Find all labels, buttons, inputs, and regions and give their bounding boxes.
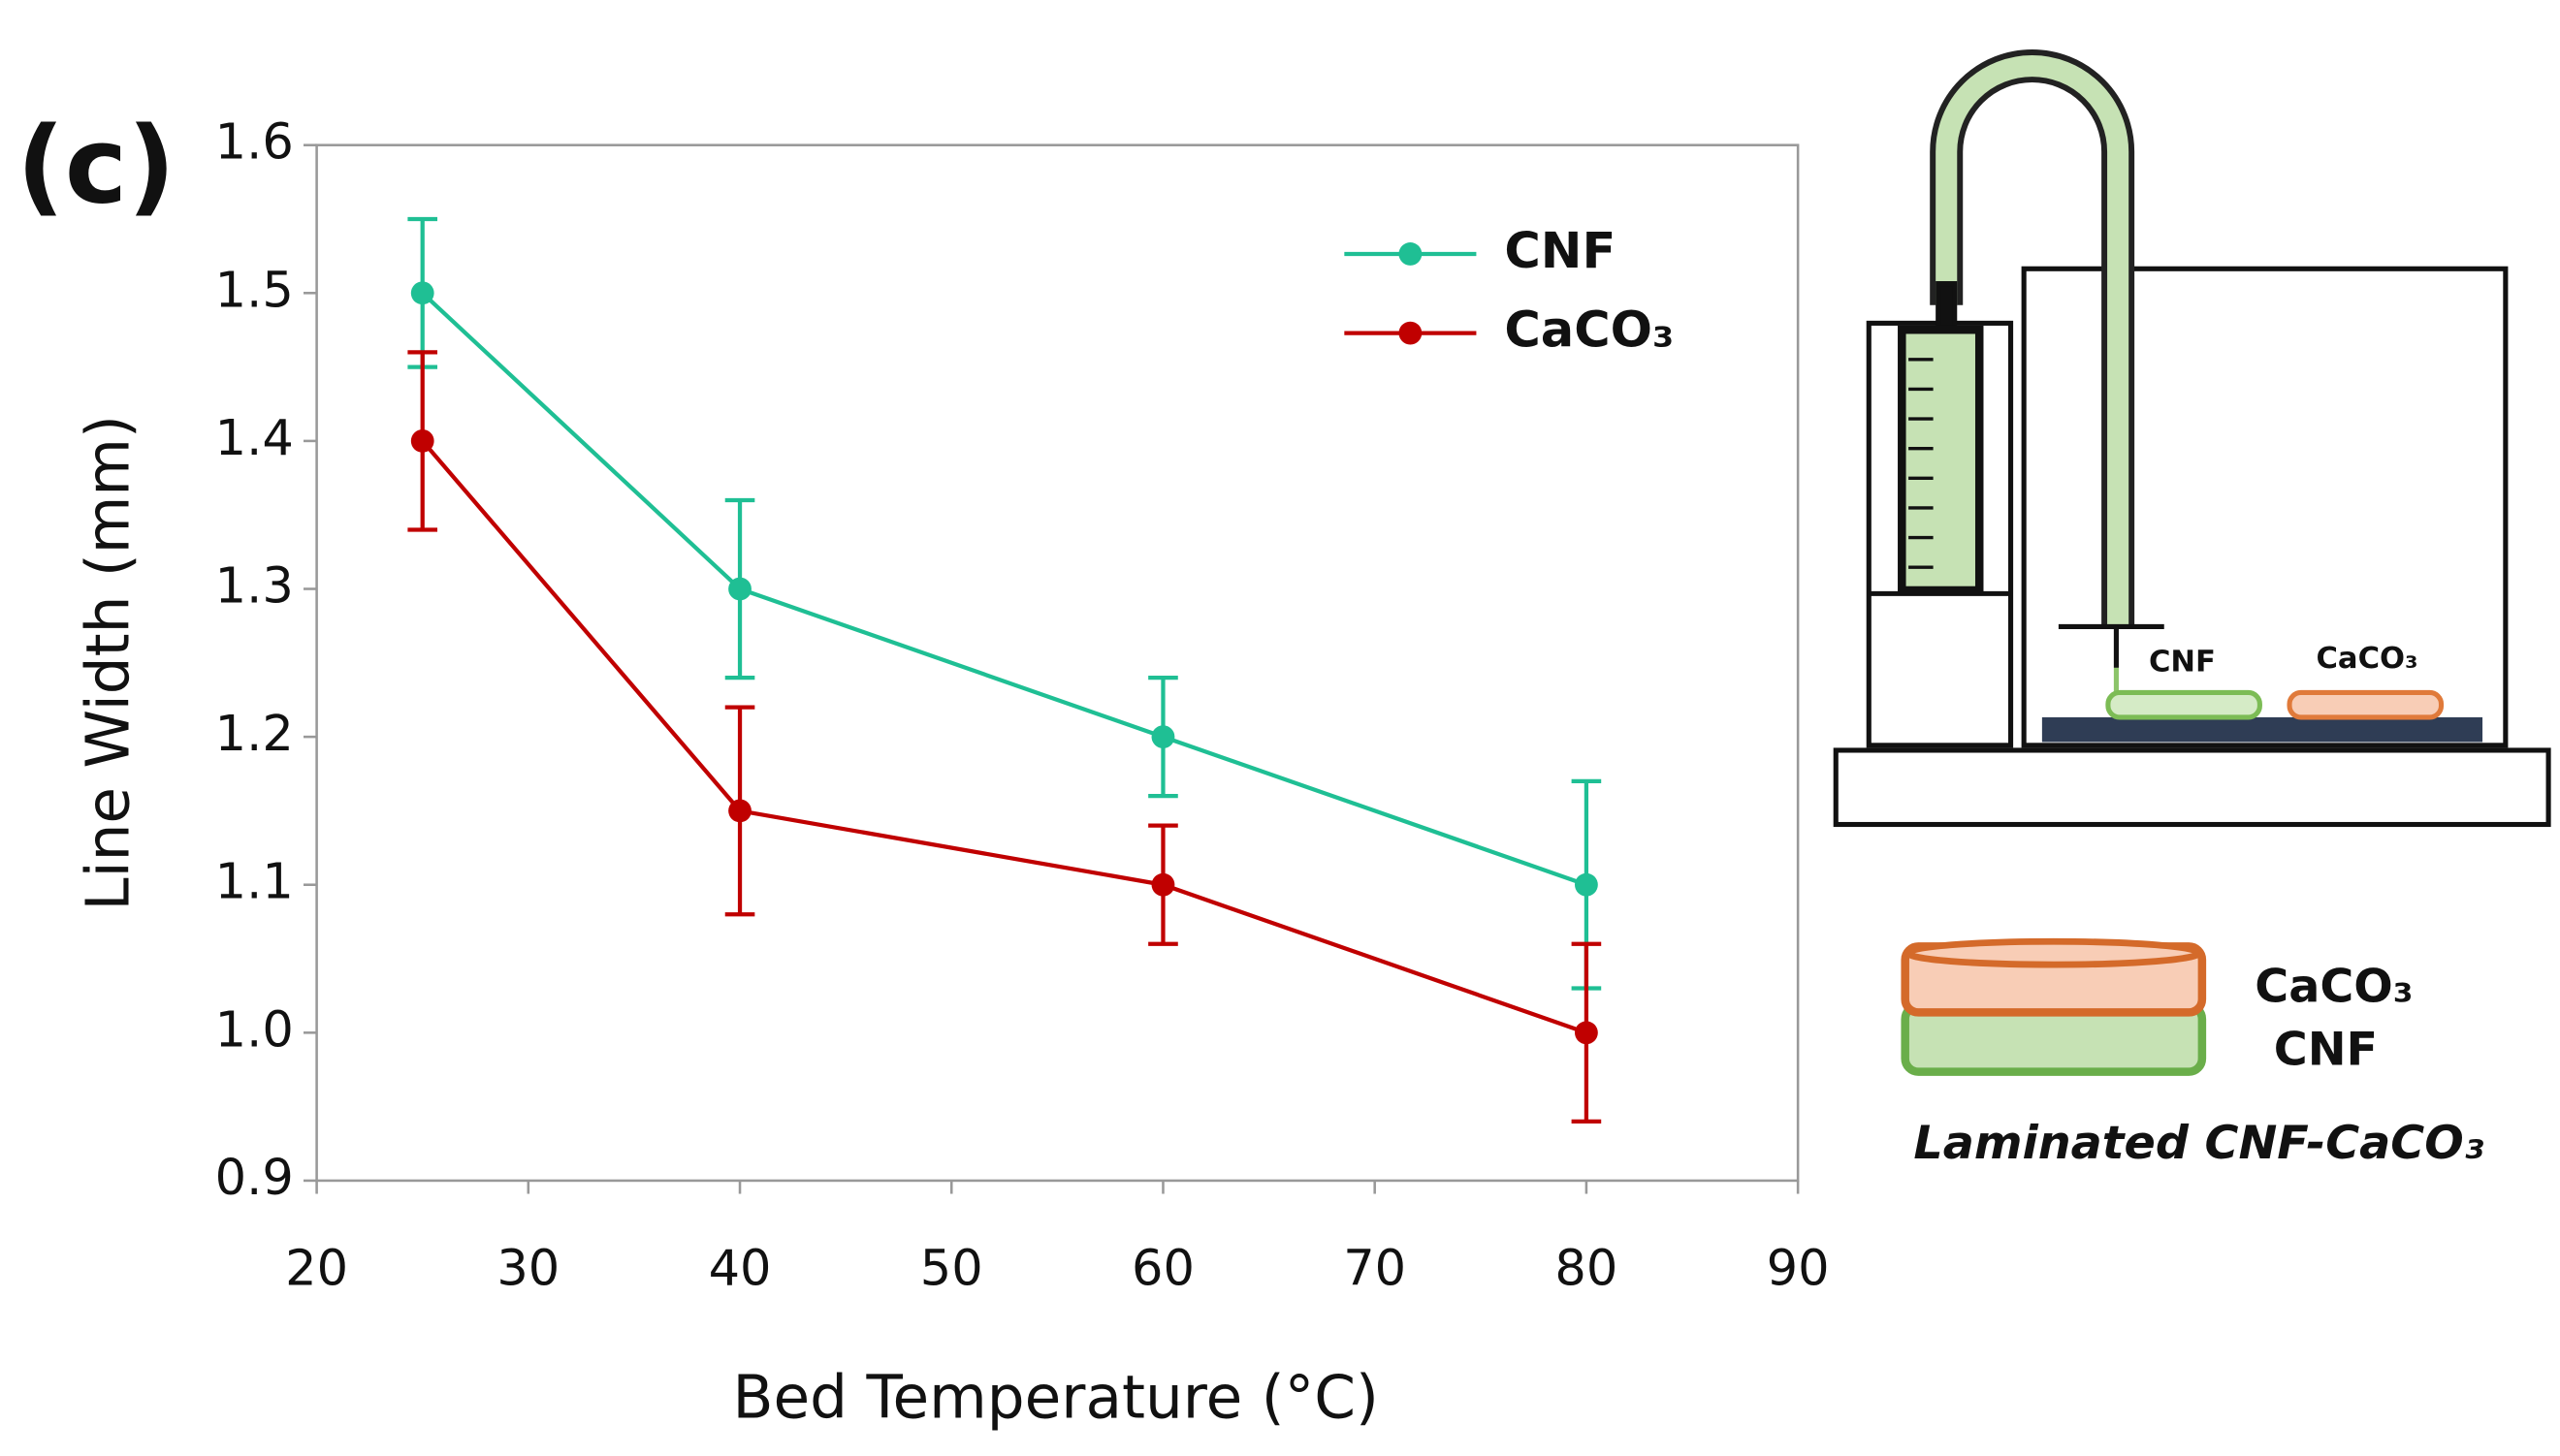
legend-label: CNF [1504,223,1616,280]
point [1151,725,1175,749]
diagram-label: CNF [2149,645,2216,679]
legend-marker [1398,321,1423,345]
bed [2041,716,2483,743]
plot-frame [315,143,1800,1183]
diagram-label: CaCO₃ [2255,961,2413,1014]
y-tick-label: 1.0 [215,1001,294,1059]
diagram-label: CaCO₃ [2316,642,2417,676]
cnf-dish [2105,689,2262,720]
x-tick-label: 40 [709,1240,772,1297]
point [1151,872,1175,897]
x-tick-label: 60 [1132,1240,1195,1297]
y-tick-label: 1.3 [215,558,294,616]
x-tick-label: 70 [1343,1240,1406,1297]
x-tick-label: 30 [496,1240,560,1297]
syringe-scale [1908,358,1934,569]
tube [1936,54,2129,627]
y-tick-label: 0.9 [215,1150,294,1207]
point [728,577,752,601]
point [1574,1021,1598,1045]
y-tick-label: 1.2 [215,706,294,763]
diagram-label: CNF [2274,1023,2378,1076]
legend-label: CaCO₃ [1504,302,1674,360]
series-line [421,439,1587,1035]
base [1833,747,2551,828]
printer-diagram [1833,49,2551,1076]
series-line [421,291,1587,887]
x-tick-label: 80 [1554,1240,1617,1297]
point [410,428,434,453]
x-tick-label: 90 [1767,1240,1830,1297]
y-tick-label: 1.5 [215,262,294,319]
caco3-dish [2287,689,2445,720]
syringe [1898,325,1984,595]
printer-box [2021,266,2509,748]
y-tick-label: 1.6 [215,114,294,172]
y-tick-label: 1.1 [215,854,294,911]
y-axis-label: Line Width (mm) [74,415,143,910]
caco3-top [1904,937,2202,968]
point [410,281,434,305]
x-tick-label: 50 [920,1240,983,1297]
point [728,799,752,823]
diagram-caption: Laminated CNF-CaCO₃ [1913,1117,2483,1170]
legend-marker [1398,242,1423,266]
x-axis-label: Bed Temperature (°C) [732,1363,1378,1432]
x-tick-label: 20 [285,1240,348,1297]
y-tick-label: 1.4 [215,410,294,467]
panel-label: (c) [16,104,176,227]
point [1574,872,1598,897]
